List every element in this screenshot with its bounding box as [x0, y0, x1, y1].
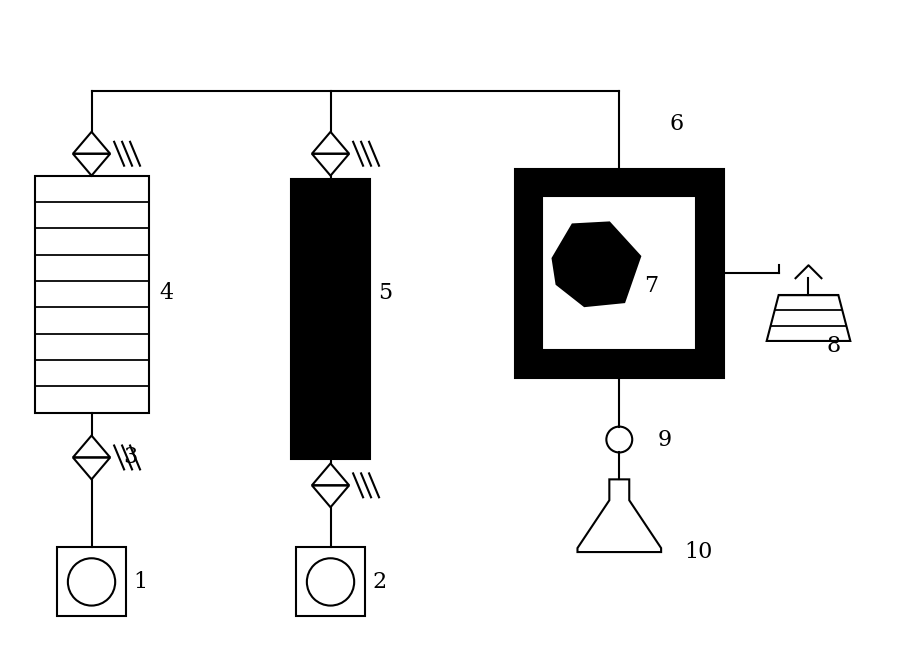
Text: 10: 10 — [684, 541, 712, 563]
Text: 3: 3 — [123, 447, 138, 468]
Bar — [34, 176, 150, 413]
Bar — [542, 196, 697, 351]
Text: 7: 7 — [644, 275, 658, 297]
Text: 1: 1 — [133, 571, 148, 593]
Bar — [515, 168, 724, 378]
Bar — [290, 178, 370, 459]
Text: 2: 2 — [373, 571, 386, 593]
Bar — [296, 547, 365, 617]
Text: 4: 4 — [160, 282, 173, 304]
Text: 8: 8 — [826, 335, 841, 357]
Text: 5: 5 — [378, 282, 393, 304]
Text: 6: 6 — [669, 113, 683, 135]
Text: 9: 9 — [658, 428, 671, 451]
Polygon shape — [552, 222, 640, 306]
Bar — [57, 547, 126, 617]
